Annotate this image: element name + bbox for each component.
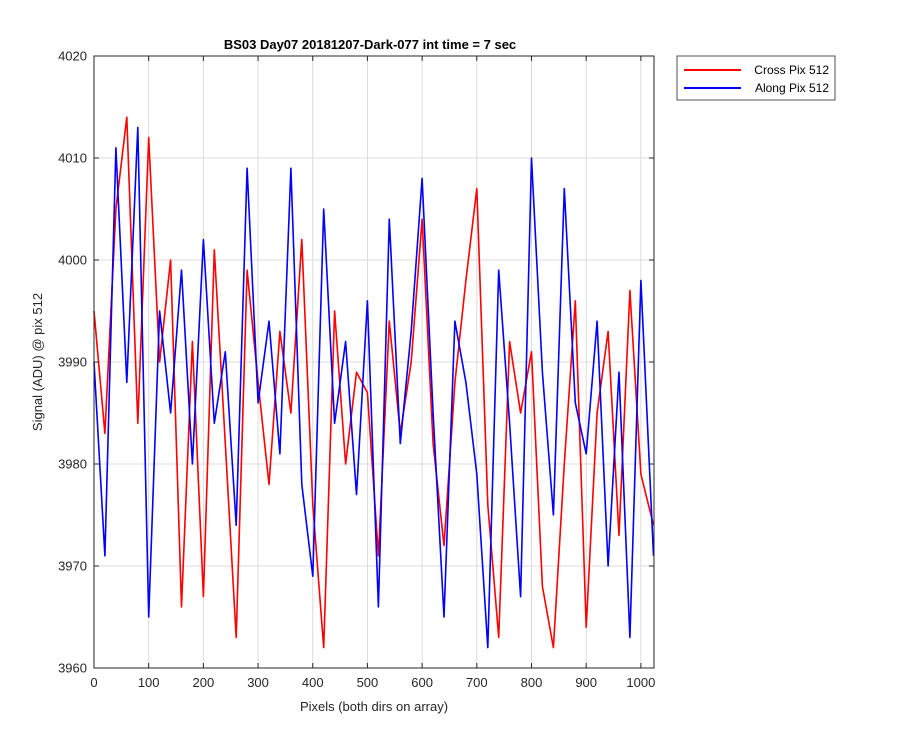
x-tick-label: 200 — [193, 675, 215, 690]
x-axis-label: Pixels (both dirs on array) — [300, 699, 448, 714]
series-lines — [93, 116, 655, 649]
y-tick-label: 3990 — [58, 355, 87, 370]
x-tick-label: 300 — [247, 675, 269, 690]
x-tick-label: 800 — [521, 675, 543, 690]
x-tick-label: 700 — [466, 675, 488, 690]
x-tick-label: 900 — [575, 675, 597, 690]
x-tick-label: 100 — [138, 675, 160, 690]
legend: Cross Pix 512 Along Pix 512 — [676, 55, 836, 101]
x-tick-label: 400 — [302, 675, 324, 690]
legend-label-cross: Cross Pix 512 — [754, 63, 829, 77]
y-tick-label: 4020 — [58, 49, 87, 64]
y-tick-label: 3970 — [58, 559, 87, 574]
chart-title: BS03 Day07 20181207-Dark-077 int time = … — [224, 37, 516, 52]
y-tick-label: 4000 — [58, 253, 87, 268]
y-tick-label: 4010 — [58, 151, 87, 166]
legend-label-along: Along Pix 512 — [755, 81, 829, 95]
axis-ticks: 0 100 200 300 400 500 600 700 800 900 1000 3960 3970… — [58, 49, 655, 691]
x-tick-label: 0 — [90, 675, 97, 690]
legend-box — [676, 55, 836, 101]
x-tick-label: 1000 — [626, 675, 655, 690]
y-tick-label: 3980 — [58, 457, 87, 472]
x-tick-label: 500 — [357, 675, 379, 690]
x-tick-label: 600 — [411, 675, 433, 690]
y-axis-label: Signal (ADU) @ pix 512 — [30, 293, 45, 431]
y-tick-label: 3960 — [58, 661, 87, 676]
series-line-along — [93, 126, 655, 649]
